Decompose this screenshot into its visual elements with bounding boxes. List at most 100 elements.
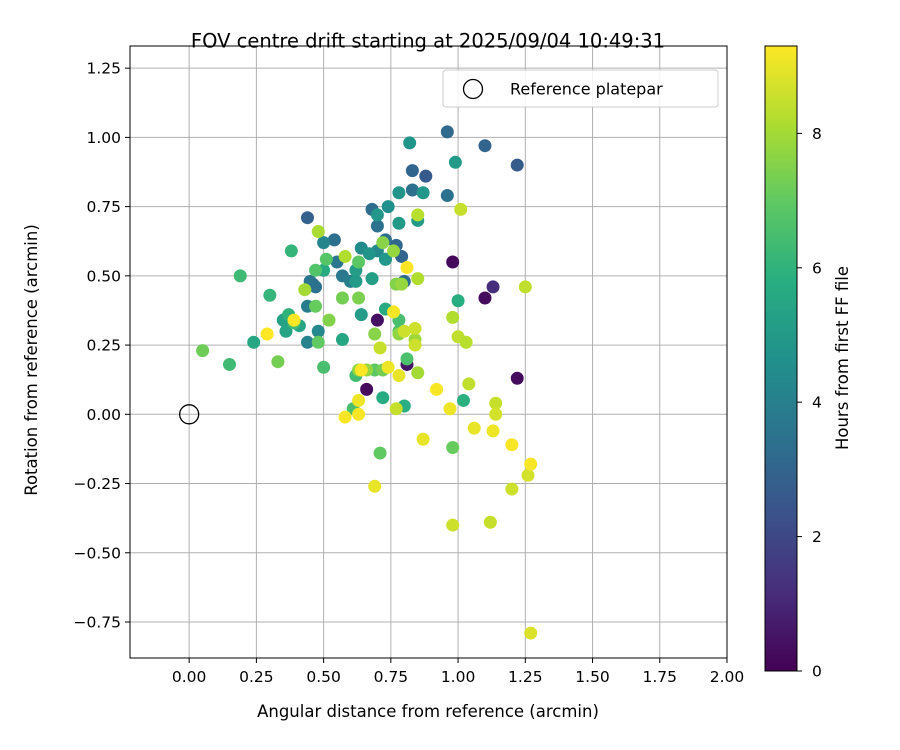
data-point [524,457,538,471]
y-tick-label: −0.25 [74,475,122,493]
data-point [365,272,379,286]
data-point [317,236,331,250]
x-axis-label: Angular distance from reference (arcmin) [257,702,599,721]
y-tick-label: 0.25 [86,337,121,355]
colorbar-gradient [764,45,798,672]
reference-point [179,404,200,425]
data-point [298,283,312,297]
data-point [335,333,349,347]
y-axis-label: Rotation from reference (arcmin) [22,224,41,496]
data-point [381,360,395,374]
data-point [518,280,532,294]
data-point [489,396,503,410]
data-point [392,369,406,383]
data-point [451,294,465,308]
data-point [373,446,387,460]
data-point [403,136,417,150]
data-point [467,421,481,435]
axis-ticks: 0.00 0.25 0.50 0.75 1.00 1.25 1.50 1.75 2.00 −0.7… [74,60,745,686]
y-tick-label: −0.50 [74,544,122,562]
legend: Reference platepar [442,69,719,108]
data-point [446,518,460,532]
data-point [247,335,261,349]
data-point [311,225,325,239]
data-point [486,280,500,294]
data-point [462,377,476,391]
data-point [260,327,274,341]
data-point [510,371,524,385]
data-point [311,324,325,338]
legend-marker-reference [462,78,484,100]
data-point [300,211,314,225]
data-point [335,291,349,305]
data-point [430,382,444,396]
colorbar-ticks: 0 2 4 6 8 [797,125,822,681]
data-point [408,338,422,352]
data-point [408,321,422,335]
data-point [196,344,210,358]
data-point [352,393,366,407]
colorbar-tick-label: 0 [812,663,822,681]
data-point [419,169,433,183]
y-tick-label: 1.25 [86,60,121,78]
data-point [362,247,376,261]
data-point [378,252,392,266]
data-point [405,183,419,197]
data-points [179,125,538,640]
data-point [338,249,352,263]
colorbar-tick-label: 2 [812,528,822,546]
data-point [370,208,384,222]
axes-frame [129,45,728,659]
data-point [389,402,403,416]
data-point [411,208,425,222]
colorbar: 0 2 4 6 8 Hours from first FF file [764,45,852,681]
y-tick-label: 1.00 [86,129,121,147]
data-point [524,626,538,640]
data-point [505,482,519,496]
data-point [309,263,323,277]
data-point [397,324,411,338]
y-tick-label: 0.00 [86,406,121,424]
data-point [352,291,366,305]
data-point [456,393,470,407]
data-point [284,244,298,258]
data-point [271,355,285,369]
data-point [440,189,454,203]
x-tick-label: 0.50 [306,668,341,686]
x-tick-label: 2.00 [710,668,745,686]
data-point [448,155,462,169]
data-point [446,441,460,455]
data-point [354,363,368,377]
x-tick-label: 1.75 [643,668,678,686]
legend-label-reference: Reference platepar [510,80,663,99]
data-point [373,341,387,355]
data-point [405,164,419,178]
chart-title: FOV centre drift starting at 2025/09/04 … [191,30,665,53]
data-point [309,280,323,294]
x-tick-label: 1.25 [508,668,543,686]
data-point [489,407,503,421]
data-point [400,261,414,275]
data-point [486,424,500,438]
y-tick-label: −0.75 [74,614,122,632]
data-point [416,186,430,200]
data-point [387,244,401,258]
data-point [411,272,425,286]
data-point [279,324,293,338]
data-point [392,186,406,200]
x-tick-label: 0.25 [239,668,274,686]
data-point [459,335,473,349]
data-point [376,236,390,250]
data-point [319,252,333,266]
colorbar-tick-label: 8 [812,125,822,143]
colorbar-tick-label: 6 [812,259,822,277]
data-point [300,335,314,349]
data-point [387,305,401,319]
data-point [354,308,368,322]
data-point [446,310,460,324]
data-point [381,200,395,214]
data-point [309,299,323,313]
data-point [483,515,497,529]
data-point [446,255,460,269]
